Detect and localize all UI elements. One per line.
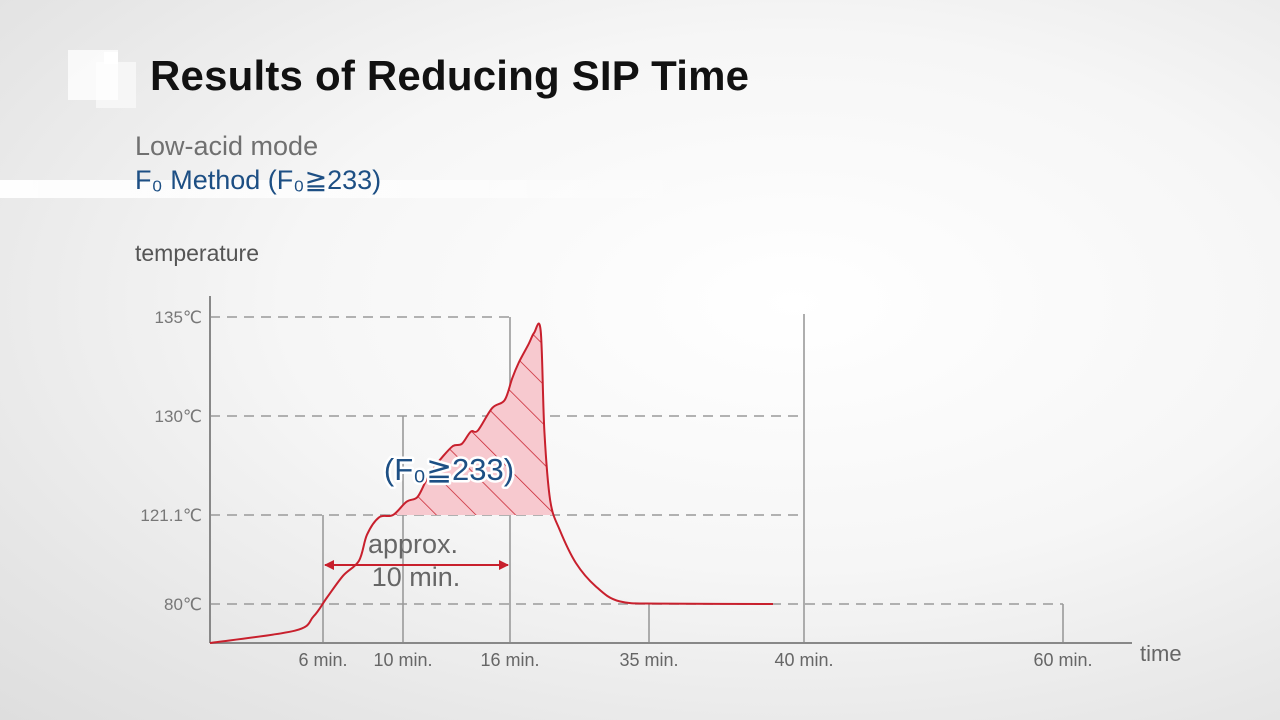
decorative-light-band bbox=[0, 180, 720, 198]
y-tick-label: 135℃ bbox=[155, 308, 202, 327]
mode-label: Low-acid mode bbox=[135, 131, 319, 161]
x-tick-label: 10 min. bbox=[373, 650, 432, 670]
x-tick-label: 35 min. bbox=[619, 650, 678, 670]
x-tick-label: 60 min. bbox=[1033, 650, 1092, 670]
interval-text-line1: approx. bbox=[368, 529, 458, 559]
y-tick-label: 80℃ bbox=[164, 595, 202, 614]
page-title: Results of Reducing SIP Time bbox=[150, 52, 750, 99]
x-tick-label: 40 min. bbox=[774, 650, 833, 670]
y-tick-label: 121.1℃ bbox=[140, 506, 202, 525]
method-label: F₀ Method (F₀≧233) bbox=[135, 165, 382, 195]
f0-area-label: (F₀≧233) bbox=[384, 452, 514, 487]
f0-area bbox=[393, 323, 554, 515]
x-tick-label: 6 min. bbox=[298, 650, 347, 670]
y-axis-title: temperature bbox=[135, 240, 260, 266]
x-tick-label: 16 min. bbox=[480, 650, 539, 670]
decorative-square bbox=[104, 52, 118, 64]
temperature-curve bbox=[209, 322, 774, 644]
interval-text-line2: 10 min. bbox=[372, 562, 461, 592]
y-tick-label: 130℃ bbox=[155, 407, 202, 426]
decorative-square bbox=[96, 62, 136, 108]
x-axis-title: time bbox=[1140, 641, 1182, 666]
